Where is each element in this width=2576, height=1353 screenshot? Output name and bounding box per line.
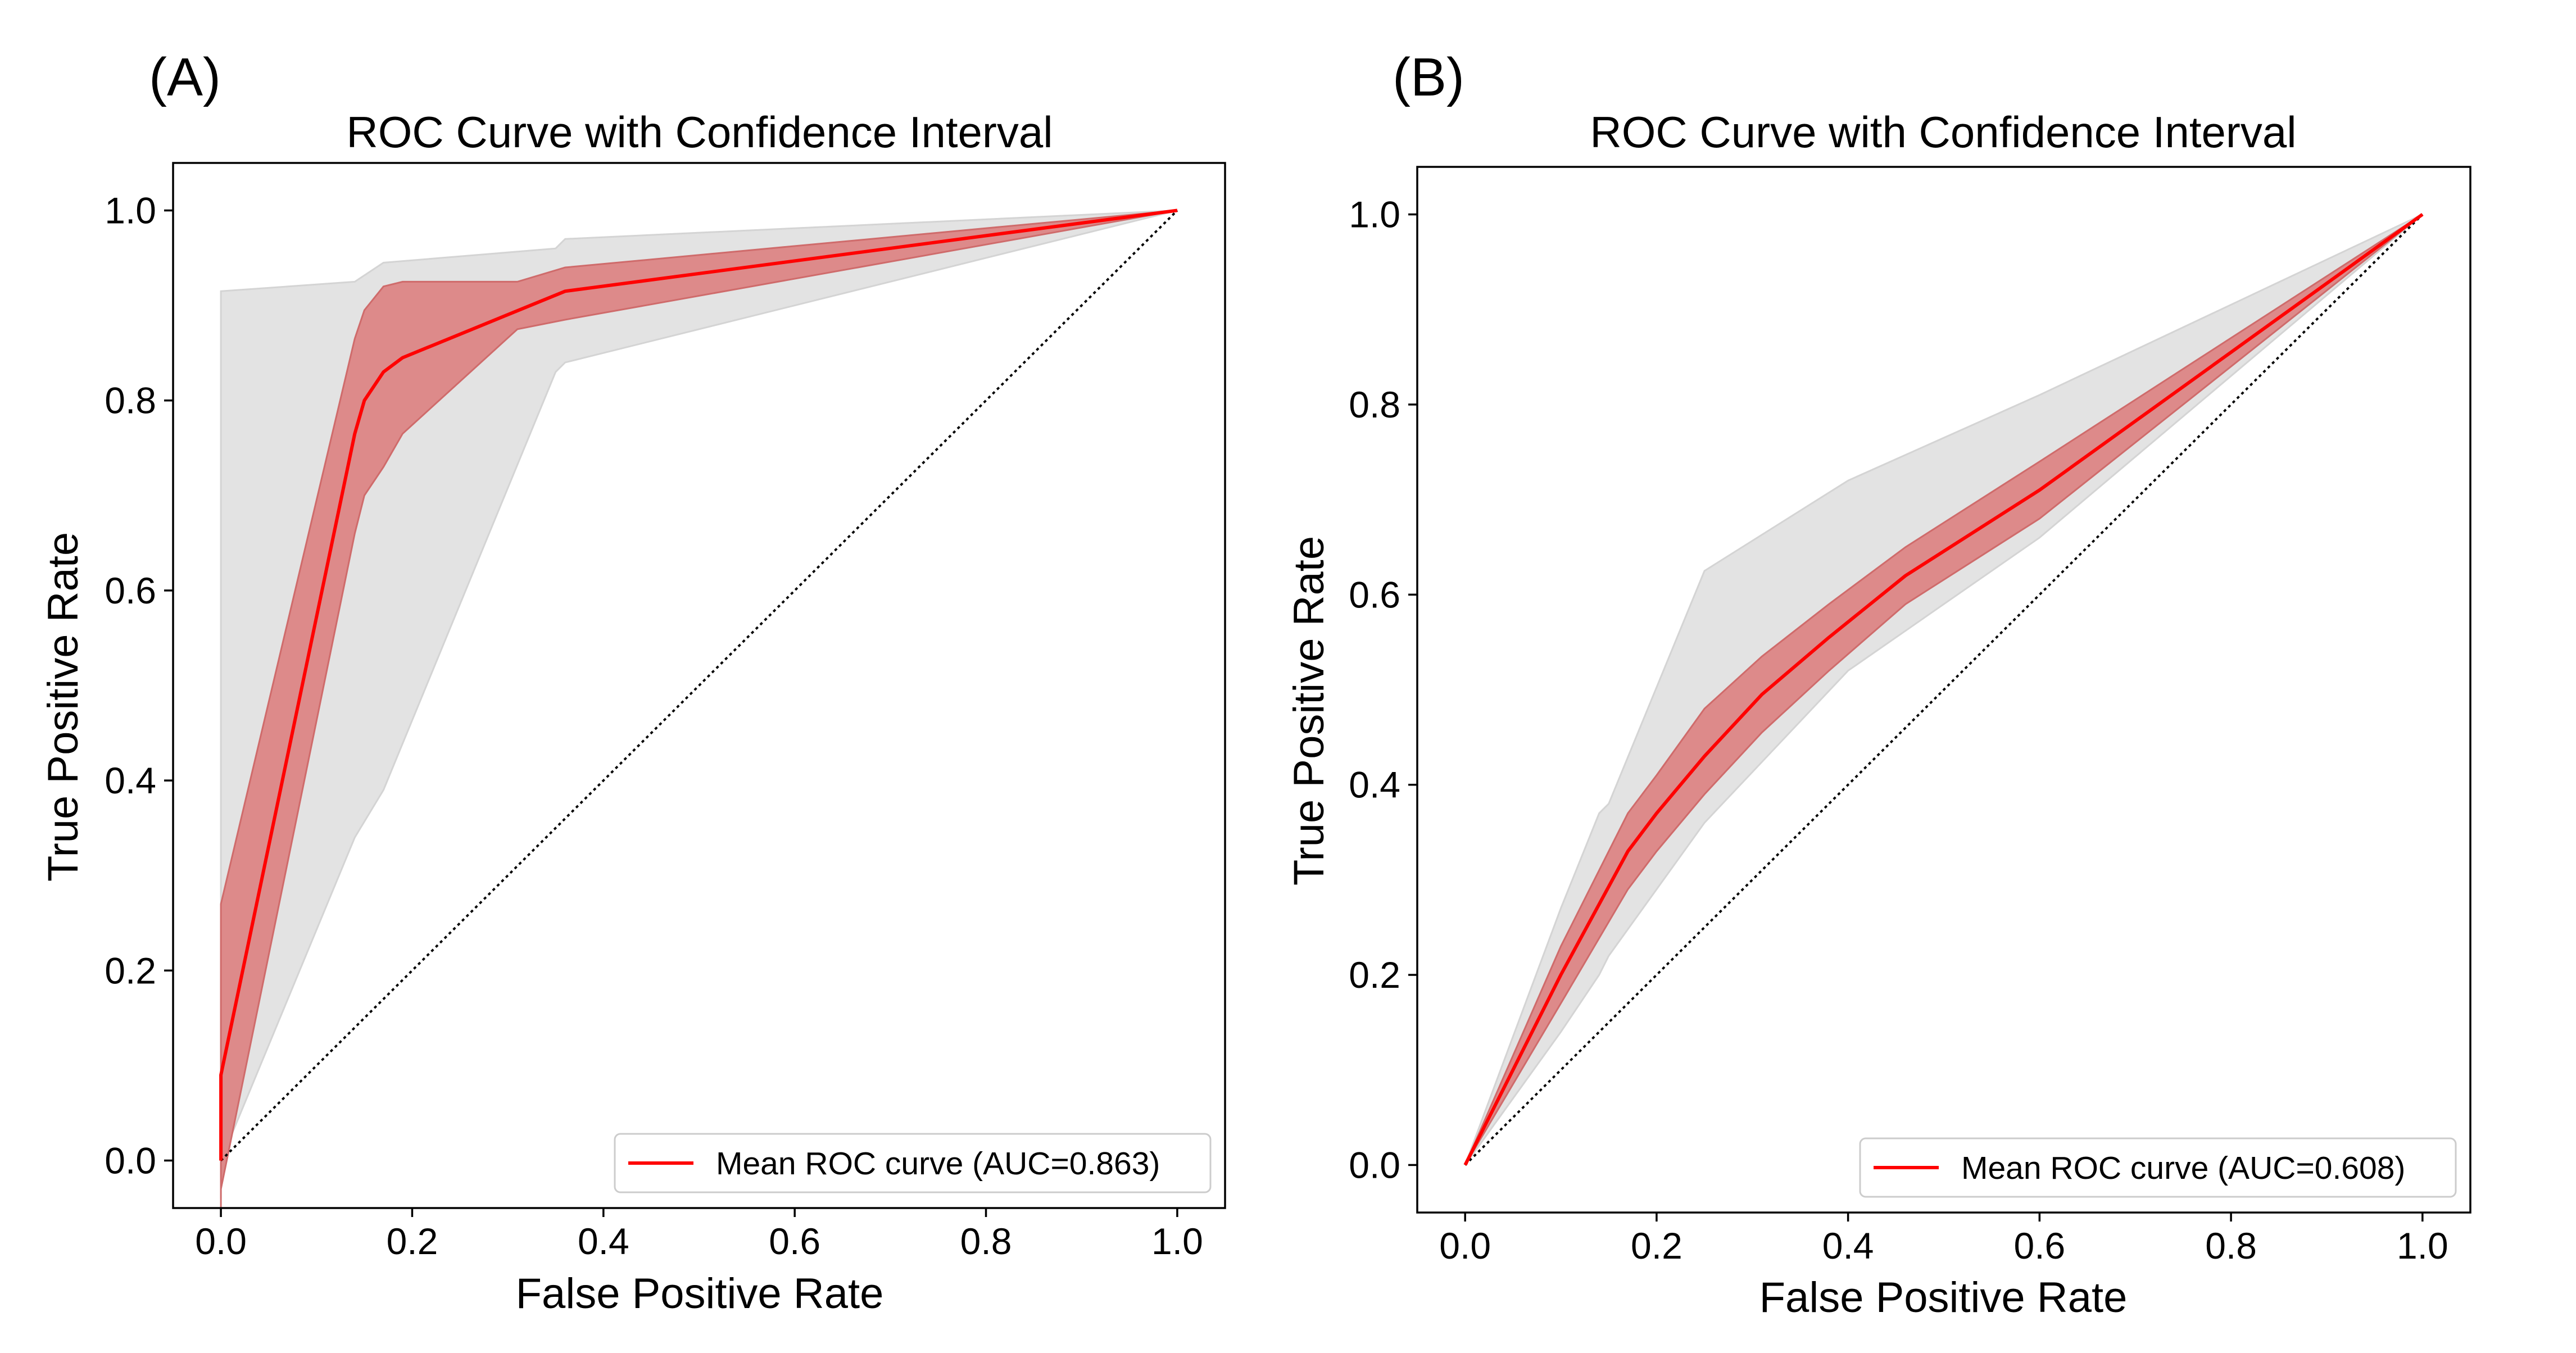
legend-label: Mean ROC curve (AUC=0.608) [1961,1150,2405,1186]
x-tick-label: 0.6 [769,1220,820,1262]
y-tick-label: 0.2 [105,950,156,991]
plot-content [1463,213,2424,1166]
x-tick-label: 0.4 [1822,1225,1874,1266]
y-axis-label: True Positive Rate [1285,536,1333,886]
mean-roc-line [219,208,1178,1161]
y-tick-label: 1.0 [105,190,156,231]
legend: Mean ROC curve (AUC=0.863) [614,1133,1212,1193]
x-axis-label: False Positive Rate [516,1270,884,1318]
panel-a: (A) ROC Curve with Confidence Interval F… [39,47,1226,1318]
axes-frame [1416,166,2471,1214]
y-tick-label: 0.2 [1349,954,1400,996]
chance-diagonal-line [1464,214,2424,1166]
ci-band [220,210,1178,1208]
x-tick-label: 0.4 [578,1220,629,1262]
y-tick-label: 0.6 [1349,574,1400,615]
y-tick-label: 0.0 [1349,1144,1400,1186]
y-tick-label: 0.0 [105,1139,156,1181]
x-tick-label: 0.2 [1631,1225,1682,1266]
x-tick-label: 0.2 [387,1220,438,1262]
x-tick-label: 0.6 [2013,1225,2065,1266]
x-tick-label: 0.8 [2205,1225,2257,1266]
range-band [220,210,1178,1199]
y-tick-label: 0.4 [1349,764,1400,806]
legend-box [614,1133,1212,1193]
plot-area: 0.0 0.2 0.4 0.6 0.8 1.0 0.0 0.2 0.4 0.6 0.8 1.0 Mean… [105,162,1226,1262]
x-tick-label: 0.0 [195,1220,247,1262]
mean-roc-line [1463,213,2424,1166]
legend-box [1859,1137,2457,1198]
chance-diagonal-line [220,210,1178,1161]
x-tick-label: 1.0 [2397,1225,2448,1266]
legend: Mean ROC curve (AUC=0.608) [1859,1137,2457,1198]
x-axis-label: False Positive Rate [1759,1274,2128,1322]
panel-label: (B) [1393,47,1464,107]
y-tick-label: 0.6 [105,570,156,611]
chart-title: ROC Curve with Confidence Interval [1590,107,2296,157]
axes-frame [172,162,1226,1209]
y-axis-label: True Positive Rate [39,532,87,882]
plot-content [219,208,1178,1208]
y-tick-label: 0.4 [105,760,156,801]
y-tick-label: 0.8 [1349,384,1400,425]
panel-label: (A) [149,47,221,107]
legend-label: Mean ROC curve (AUC=0.863) [716,1146,1160,1182]
y-tick-label: 1.0 [1349,194,1400,235]
panel-b: (B) ROC Curve with Confidence Interval F… [1285,47,2471,1322]
x-tick-label: 0.0 [1439,1225,1491,1266]
chart-title: ROC Curve with Confidence Interval [346,107,1053,157]
y-tick-label: 0.8 [105,380,156,421]
x-tick-label: 0.8 [960,1220,1012,1262]
plot-area: 0.0 0.2 0.4 0.6 0.8 1.0 0.0 0.2 0.4 0.6 0.8 1.0 Mean… [1349,166,2471,1266]
x-tick-label: 1.0 [1151,1220,1203,1262]
